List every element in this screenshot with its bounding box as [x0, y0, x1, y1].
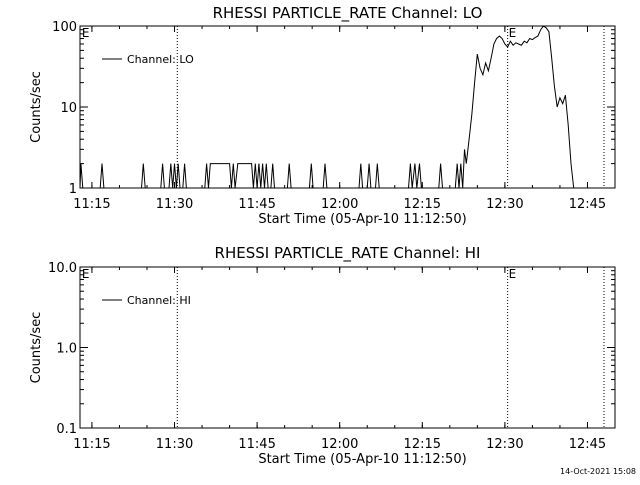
x-tick-label: 11:30	[156, 437, 193, 452]
marker-label: E	[509, 26, 517, 40]
x-axis-label: Start Time (05-Apr-10 11:12:50)	[258, 212, 466, 227]
x-axis-label: Start Time (05-Apr-10 11:12:50)	[258, 452, 466, 467]
chart-title: RHESSI PARTICLE_RATE Channel: LO	[213, 4, 483, 23]
x-tick-label: 12:30	[486, 197, 523, 212]
x-tick-label: 12:45	[569, 437, 606, 452]
x-tick-label: 12:15	[404, 197, 441, 212]
plot-frame	[79, 266, 616, 429]
x-tick-label: 11:45	[238, 197, 275, 212]
y-tick-label: 1	[69, 182, 77, 197]
x-tick-label: 11:45	[238, 437, 275, 452]
marker-label: E	[509, 267, 517, 281]
x-tick-label: 12:45	[569, 197, 606, 212]
x-tick-label: 11:15	[73, 197, 110, 212]
x-tick-label: 11:15	[73, 437, 110, 452]
marker-label: E	[82, 267, 90, 281]
x-tick-label: 12:00	[321, 197, 358, 212]
y-tick-label: 1.0	[56, 342, 77, 357]
legend-label: Channel: LO	[127, 53, 194, 66]
y-tick-label: 10.0	[48, 261, 77, 276]
x-tick-label: 12:30	[486, 437, 523, 452]
chart-title: RHESSI PARTICLE_RATE Channel: HI	[215, 244, 481, 263]
y-axis-label: Counts/sec	[29, 71, 44, 143]
y-tick-label: 10	[60, 101, 77, 116]
series-line	[79, 25, 575, 189]
y-tick-label: 100	[52, 20, 77, 35]
marker-label: E	[82, 26, 90, 40]
plot-frame	[79, 25, 616, 189]
legend-label: Channel: HI	[127, 294, 191, 307]
y-tick-label: 0.1	[56, 422, 77, 437]
x-tick-label: 12:15	[404, 437, 441, 452]
timestamp-footer: 14-Oct-2021 15:08	[560, 467, 636, 476]
y-axis-label: Counts/sec	[29, 312, 44, 384]
x-tick-label: 11:30	[156, 197, 193, 212]
x-tick-label: 12:00	[321, 437, 358, 452]
